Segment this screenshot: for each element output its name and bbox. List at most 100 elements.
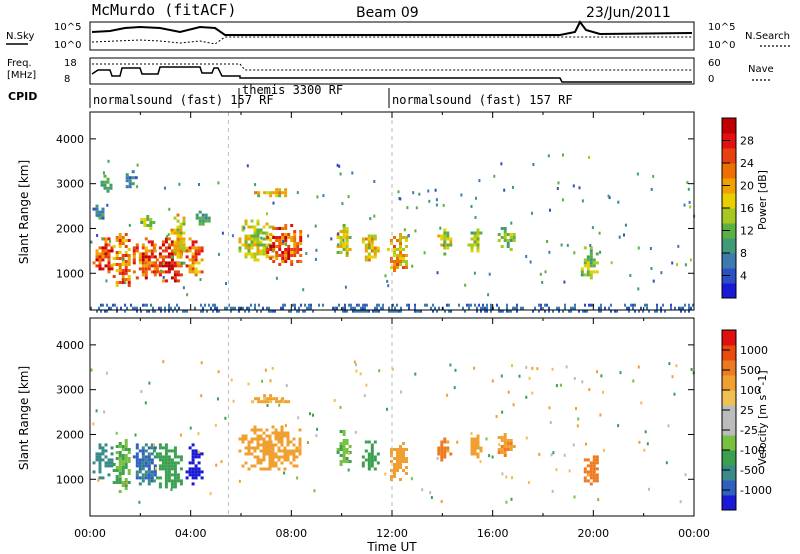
echo-cell <box>278 227 282 230</box>
echo-cell <box>589 261 593 265</box>
echo-cell <box>173 479 177 483</box>
echo-cell <box>125 176 129 180</box>
echo-cell <box>268 443 272 447</box>
echo-cell <box>364 237 368 241</box>
echo-cell <box>440 458 444 462</box>
echo-cell <box>121 463 125 466</box>
echo-cell <box>158 252 162 256</box>
echo-cell <box>141 458 145 462</box>
echo-cell <box>548 250 551 254</box>
echo-cell <box>182 219 186 223</box>
freq-line <box>91 66 692 83</box>
echo-cell <box>428 199 431 203</box>
echo-cell <box>101 449 105 453</box>
echo-cell <box>503 454 507 457</box>
echo-cell <box>128 223 131 227</box>
echo-cell <box>127 257 131 260</box>
echo-cell <box>268 309 270 313</box>
echo-cell <box>350 303 352 307</box>
echo-cell <box>295 464 299 468</box>
echo-cell <box>256 437 260 441</box>
echo-cell <box>170 464 174 468</box>
echo-cell <box>118 469 122 472</box>
echo-cell <box>124 484 128 487</box>
echo-cell <box>336 451 340 454</box>
echo-cell <box>342 248 346 251</box>
echo-cell <box>161 455 165 459</box>
echo-cell <box>352 306 354 310</box>
echo-cell <box>649 247 652 250</box>
echo-cell <box>393 260 396 263</box>
echo-cell <box>355 369 358 373</box>
colorbar-tick-label: 16 <box>740 202 754 215</box>
echo-cell <box>380 306 382 310</box>
echo-cell <box>150 252 154 256</box>
echo-cell <box>436 309 438 313</box>
echo-cell <box>256 258 260 262</box>
echo-cell <box>640 306 642 310</box>
echo-cell <box>138 267 142 271</box>
echo-cell <box>460 193 463 197</box>
echo-cell <box>435 203 438 207</box>
echo-cell <box>399 478 402 481</box>
echo-cell <box>144 258 148 262</box>
echo-cell <box>238 237 242 241</box>
echo-cell <box>263 394 267 398</box>
echo-cell <box>197 467 201 471</box>
echo-cell <box>500 448 504 451</box>
echo-cell <box>173 249 177 253</box>
echo-cell <box>478 179 481 183</box>
echo-cell <box>167 237 171 241</box>
echo-cell <box>549 421 552 424</box>
echo-cell <box>244 446 248 450</box>
echo-cell <box>437 452 441 456</box>
echo-cell <box>178 182 181 186</box>
echo-cell <box>399 242 402 245</box>
echo-cell <box>393 254 396 257</box>
echo-cell <box>500 236 504 239</box>
echo-cell <box>556 187 559 190</box>
echo-cell <box>105 279 108 283</box>
echo-cell <box>536 367 539 371</box>
echo-cell <box>589 476 593 480</box>
echo-cell <box>595 252 599 256</box>
echo-cell <box>373 255 377 259</box>
echo-cell <box>182 231 186 235</box>
echo-cell <box>115 251 119 254</box>
echo-cell <box>345 242 349 245</box>
echo-cell <box>364 243 368 247</box>
echo-cell <box>527 481 530 484</box>
echo-cell <box>268 437 272 441</box>
echo-cell <box>503 188 506 192</box>
echo-cell <box>124 309 126 313</box>
echo-cell <box>275 236 279 239</box>
echo-cell <box>410 477 413 481</box>
echo-cell <box>127 239 131 242</box>
echo-cell <box>399 254 402 257</box>
echo-cell <box>268 440 272 444</box>
echo-cell <box>476 243 480 247</box>
echo-cell <box>271 431 275 435</box>
echo-cell <box>167 467 171 471</box>
echo-cell <box>396 263 399 266</box>
echo-cell <box>363 394 366 398</box>
echo-cell <box>124 269 128 272</box>
echo-cell <box>562 198 564 202</box>
echo-cell <box>595 458 599 462</box>
echo-cell <box>182 309 184 313</box>
echo-cell <box>292 455 296 459</box>
echo-cell <box>269 257 273 260</box>
echo-cell <box>263 400 267 404</box>
echo-cell <box>176 219 180 223</box>
echo-cell <box>671 261 674 265</box>
echo-cell <box>135 455 139 459</box>
echo-cell <box>153 443 155 447</box>
echo-cell <box>204 219 208 223</box>
echo-cell <box>690 306 692 310</box>
echo-cell <box>164 467 168 471</box>
echo-cell <box>150 243 154 247</box>
echo-cell <box>275 276 278 280</box>
echo-cell <box>162 360 165 364</box>
echo-cell <box>497 436 501 439</box>
echo-cell <box>283 458 287 462</box>
